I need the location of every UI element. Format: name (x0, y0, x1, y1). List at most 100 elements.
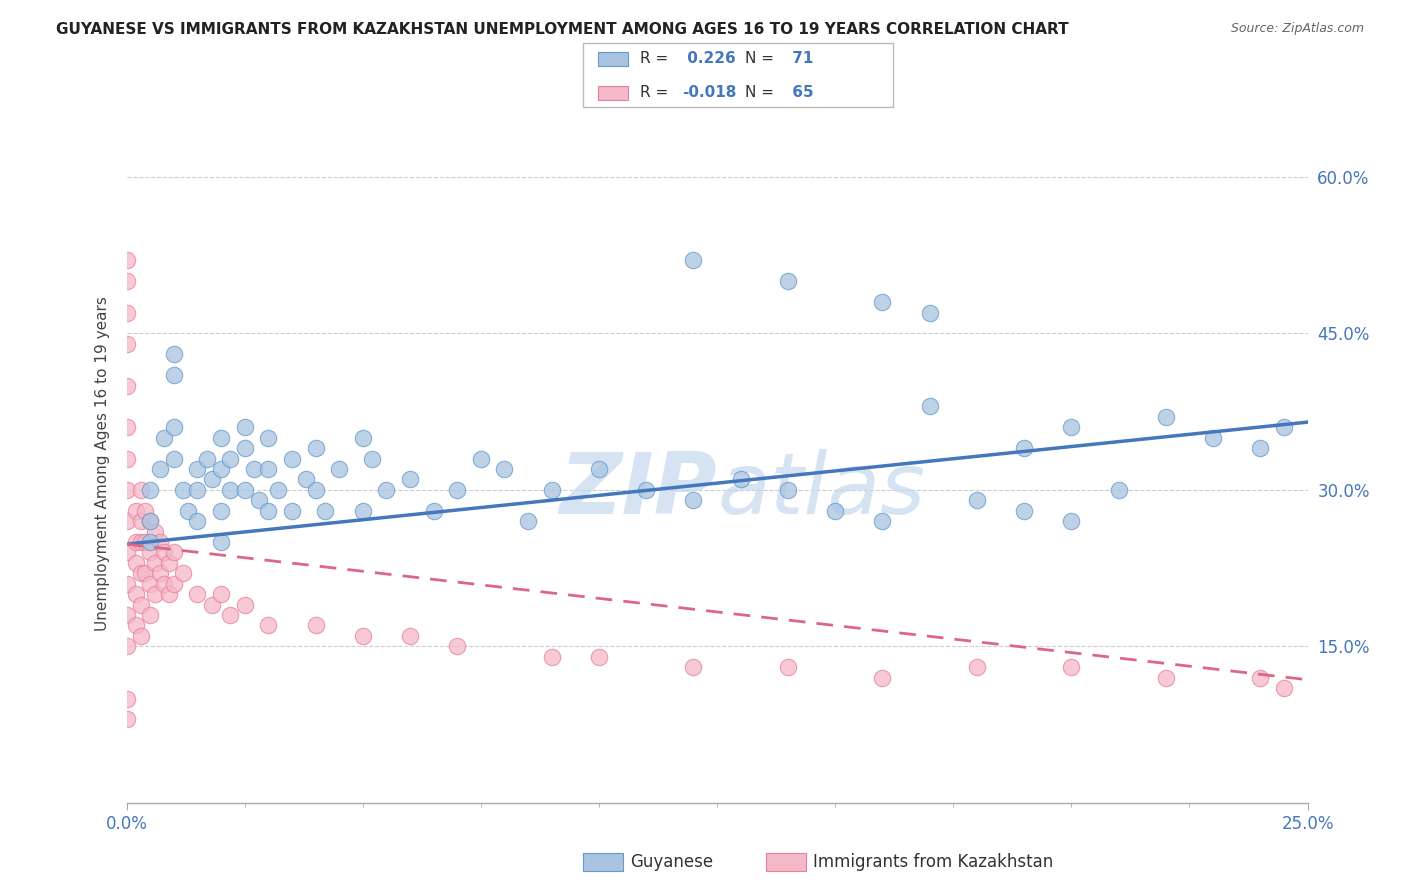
Point (682, 660, 704, 674)
Point (115, 378, 138, 392)
Point (125, 618, 148, 632)
Point (149, 462, 172, 476)
Point (872, 514, 894, 528)
Point (139, 514, 162, 528)
Point (281, 504, 304, 518)
Point (314, 504, 336, 518)
Text: -0.018: -0.018 (682, 86, 737, 100)
Point (200, 598, 222, 612)
Point (115, 640, 138, 654)
Point (186, 462, 208, 476)
Point (163, 451, 186, 466)
Point (1012, 504, 1035, 518)
Point (281, 451, 304, 466)
Point (186, 587, 208, 601)
Point (209, 504, 232, 518)
Point (186, 483, 208, 497)
Point (115, 608, 138, 623)
Point (115, 545, 138, 559)
Point (153, 576, 176, 591)
Point (129, 566, 152, 581)
Point (966, 660, 988, 674)
Point (139, 608, 162, 623)
Point (872, 295, 894, 310)
Point (209, 462, 232, 476)
Point (399, 629, 422, 643)
Point (375, 483, 398, 497)
Point (446, 483, 468, 497)
Point (125, 535, 148, 549)
Point (163, 347, 186, 361)
Point (115, 274, 138, 288)
Point (352, 504, 374, 518)
Point (139, 483, 162, 497)
Y-axis label: Unemployment Among Ages 16 to 19 years: Unemployment Among Ages 16 to 19 years (94, 296, 110, 632)
Point (328, 462, 350, 476)
Point (129, 598, 152, 612)
Point (776, 483, 799, 497)
Point (918, 305, 941, 319)
Text: N =: N = (745, 86, 779, 100)
Point (247, 493, 270, 508)
Text: 71: 71 (787, 52, 814, 66)
Text: Guyanese: Guyanese (630, 853, 713, 871)
Point (399, 473, 422, 487)
Point (304, 618, 326, 632)
Text: ZIP: ZIP (560, 450, 717, 533)
Point (219, 451, 242, 466)
Point (918, 400, 941, 414)
Point (1060, 660, 1083, 674)
Point (540, 483, 562, 497)
Point (115, 514, 138, 528)
Point (115, 451, 138, 466)
Point (195, 451, 218, 466)
Point (1202, 431, 1225, 445)
Point (172, 566, 194, 581)
Point (129, 514, 152, 528)
Point (125, 587, 148, 601)
Point (115, 337, 138, 351)
Text: R =: R = (640, 86, 673, 100)
Point (129, 535, 152, 549)
Point (134, 504, 156, 518)
Point (588, 462, 610, 476)
Text: 65: 65 (787, 86, 814, 100)
Point (267, 483, 290, 497)
Point (233, 483, 256, 497)
Point (1154, 671, 1177, 685)
Point (257, 462, 280, 476)
Point (352, 629, 374, 643)
Point (125, 504, 148, 518)
Point (143, 556, 166, 570)
Point (134, 535, 156, 549)
Point (1060, 420, 1083, 434)
Point (163, 576, 186, 591)
Point (163, 368, 186, 383)
Point (1272, 681, 1295, 695)
Point (1249, 441, 1271, 455)
Point (172, 483, 194, 497)
Point (682, 493, 704, 508)
Point (540, 649, 562, 664)
Point (153, 431, 176, 445)
Text: R =: R = (640, 52, 673, 66)
Point (115, 420, 138, 434)
Point (233, 441, 256, 455)
Point (257, 431, 280, 445)
Point (966, 493, 988, 508)
Point (115, 712, 138, 726)
Point (730, 473, 752, 487)
Point (209, 431, 232, 445)
Point (149, 535, 172, 549)
Point (295, 473, 318, 487)
Point (446, 640, 468, 654)
Point (115, 253, 138, 268)
Point (304, 441, 326, 455)
Point (1012, 441, 1035, 455)
Text: atlas: atlas (717, 450, 925, 533)
Point (143, 524, 166, 539)
Point (872, 671, 894, 685)
Point (139, 576, 162, 591)
Point (157, 556, 180, 570)
Text: Immigrants from Kazakhstan: Immigrants from Kazakhstan (813, 853, 1053, 871)
